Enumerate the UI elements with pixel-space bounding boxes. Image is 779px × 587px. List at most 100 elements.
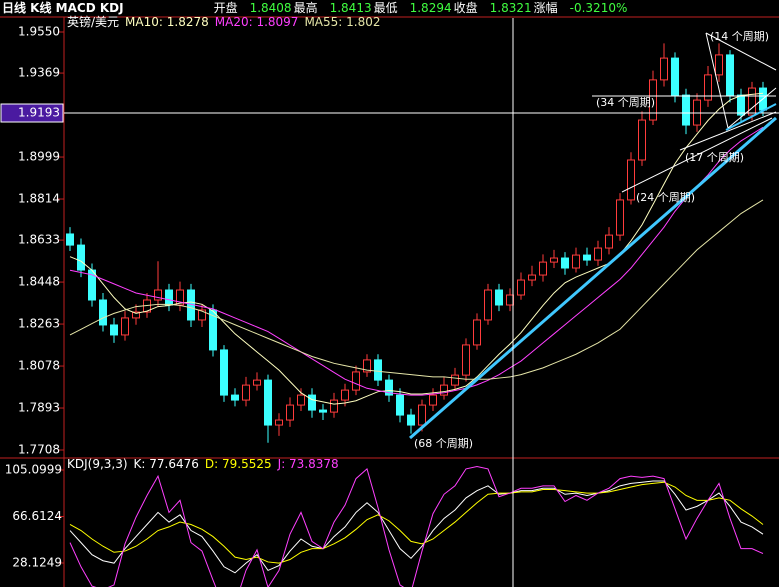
trend-line xyxy=(621,117,773,193)
legend-value: 1.8097 xyxy=(256,15,298,29)
candle-body xyxy=(121,317,129,336)
candle-body xyxy=(550,257,558,263)
candle-body xyxy=(374,359,382,381)
y-tick-label: 1.8633 xyxy=(18,233,60,247)
quote-label: 最高 xyxy=(294,0,318,15)
quote-label: 开盘 xyxy=(214,0,238,15)
candle-body xyxy=(627,159,635,201)
candle-body xyxy=(748,87,756,116)
quote-value: 1.8294 xyxy=(410,1,452,15)
trend-line xyxy=(679,111,777,151)
legend-sep: : xyxy=(214,457,222,471)
legend-value: 79.5525 xyxy=(222,457,272,471)
price-panel: 1.9550 1.9369 1.8999 1.8814 1.8633 1.8448 1.82… xyxy=(0,14,779,457)
candle-body xyxy=(737,94,745,116)
annotation: (17 个周期) xyxy=(685,151,744,164)
annotation: (68 个周期) xyxy=(414,437,473,450)
trend-line xyxy=(727,87,777,129)
y-tick-label: 1.9550 xyxy=(18,25,60,39)
ma-line xyxy=(69,126,764,396)
y-tick-label: 1.7708 xyxy=(18,443,60,457)
y-tick-label: 1.9369 xyxy=(18,66,60,80)
candle-body xyxy=(605,234,613,249)
candle-body xyxy=(165,289,173,306)
candle-body xyxy=(704,74,712,101)
legend-name: MA20 xyxy=(215,15,249,29)
trend-lines xyxy=(409,32,777,440)
y-tick-label: 66.6124 xyxy=(12,509,62,523)
quote-label: 收盘 xyxy=(454,0,478,15)
legend-value: 73.8378 xyxy=(289,457,339,471)
quote-value: 1.8321 xyxy=(490,1,532,15)
candle-body xyxy=(363,359,371,373)
legend-sep: : xyxy=(141,457,149,471)
y-tick-label: 28.1249 xyxy=(12,555,62,569)
kdj-line xyxy=(69,481,764,564)
legend-name: K xyxy=(134,457,143,471)
trend-line xyxy=(705,32,777,71)
legend-sep: : xyxy=(281,457,289,471)
plot-area xyxy=(69,465,764,587)
legend-value: 77.6476 xyxy=(149,457,199,471)
legend-name: J xyxy=(277,457,282,471)
legend-title: KDJ(9,3,3) xyxy=(67,457,128,471)
candle-body xyxy=(484,289,492,321)
legend-sep: : xyxy=(249,15,257,29)
candle-body xyxy=(506,294,514,306)
candle-body xyxy=(671,57,679,96)
header-title: 日线 K线 MACD KDJ xyxy=(2,0,124,15)
candle-body xyxy=(649,79,657,121)
candle-body xyxy=(242,384,250,401)
candle-body xyxy=(616,199,624,236)
candle-body xyxy=(253,379,261,386)
ma-line xyxy=(69,199,764,380)
quote-label: 最低 xyxy=(374,1,398,15)
candle-body xyxy=(396,394,404,416)
trend-line xyxy=(409,116,777,440)
quote-label: 涨幅 xyxy=(534,0,558,15)
candle-body xyxy=(726,54,734,96)
legend: 英镑/美元 MA10: 1.8278 MA20: 1.8097 MA55: 1.802 xyxy=(67,14,381,29)
candle-body xyxy=(462,344,470,376)
candle-body xyxy=(330,399,338,413)
legend-name: MA10 xyxy=(125,15,159,29)
legend-name: MA55 xyxy=(304,15,338,29)
candle-body xyxy=(561,257,569,269)
candle-body xyxy=(572,254,580,269)
candle-body xyxy=(99,299,107,326)
candle-body xyxy=(231,394,239,401)
candle-body xyxy=(352,371,360,391)
y-tick-label: 1.8999 xyxy=(18,150,60,164)
crosshair-label-box xyxy=(0,103,64,123)
candle-body xyxy=(539,261,547,276)
trend-line xyxy=(705,32,729,129)
candle-body xyxy=(418,404,426,426)
header: 日线 K线 MACD KDJ 开盘 1.8408 最高 1.8413 最低 1.8294 收盘… xyxy=(2,0,627,15)
candle-body xyxy=(473,319,481,346)
candle-body xyxy=(275,419,283,426)
candle-body xyxy=(209,309,217,351)
legend-sep: : xyxy=(338,15,346,29)
ma-line xyxy=(69,92,764,405)
y-tick-label: 105.0999 xyxy=(5,462,62,476)
trend-line xyxy=(725,103,777,131)
candle-body xyxy=(264,379,272,426)
annotation: (14 个周期) xyxy=(710,30,769,43)
candle-body xyxy=(682,94,690,126)
candle-body xyxy=(517,279,525,296)
legend: KDJ(9,3,3) K: 77.6476 D: 79.5525 J: 73.8378 xyxy=(67,457,339,471)
candle-body xyxy=(319,409,327,413)
candle-body xyxy=(660,57,668,81)
y-tick-label: 1.8814 xyxy=(18,192,60,206)
candle-body xyxy=(77,244,85,271)
crosshair-label: 1.9193 xyxy=(18,106,60,120)
plot-area xyxy=(66,43,767,443)
legend-sep: : xyxy=(159,15,167,29)
candle-body xyxy=(66,233,74,246)
y-tick-label: 1.8263 xyxy=(18,317,60,331)
legend-name: D xyxy=(205,457,214,471)
quote-value: -0.3210% xyxy=(570,1,628,15)
kdj-line xyxy=(69,480,764,574)
annotation: (34 个周期) xyxy=(596,96,655,109)
